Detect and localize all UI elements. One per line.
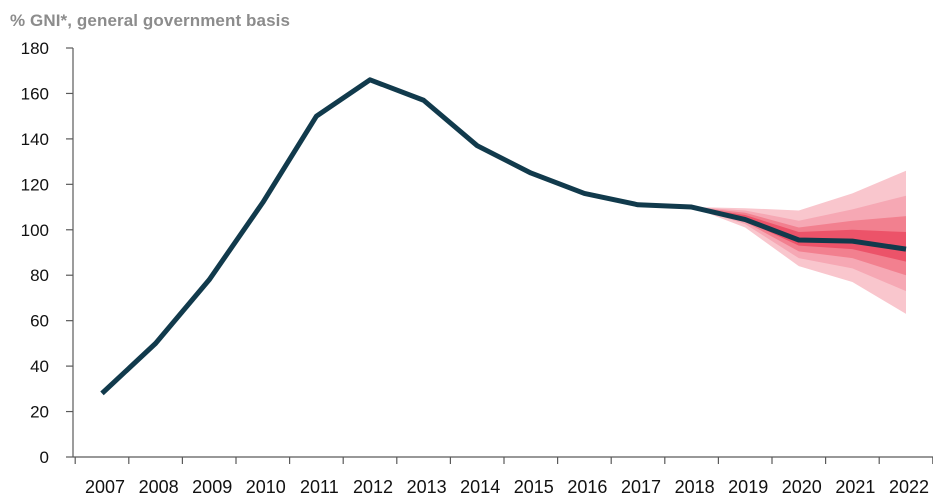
y-tick-label: 0 xyxy=(40,448,49,467)
x-tick-label: 2013 xyxy=(407,477,447,497)
x-tick-label: 2015 xyxy=(514,477,554,497)
x-tick-label: 2011 xyxy=(300,477,339,497)
x-tick-label: 2018 xyxy=(675,477,715,497)
x-tick-label: 2017 xyxy=(621,477,661,497)
y-tick-label: 40 xyxy=(30,357,49,376)
y-tick-label: 100 xyxy=(21,221,49,240)
x-tick-label: 2016 xyxy=(567,477,607,497)
y-tick-label: 80 xyxy=(30,266,49,285)
y-tick-label: 60 xyxy=(30,312,49,331)
y-tick-label: 140 xyxy=(21,130,49,149)
fan-band-4 xyxy=(691,207,906,262)
x-tick-labels: 2007 2008 2009 2010 2011 2012 2013 2014 2015 2016… xyxy=(85,477,929,497)
x-tick-label: 2008 xyxy=(139,477,179,497)
x-tick-label: 2020 xyxy=(782,477,822,497)
y-tick-label: 20 xyxy=(30,403,49,422)
x-tick-label: 2021 xyxy=(835,477,875,497)
x-tick-label: 2014 xyxy=(460,477,500,497)
y-tick-label: 120 xyxy=(21,175,49,194)
x-tick-label: 2009 xyxy=(192,477,232,497)
x-tick-label: 2010 xyxy=(246,477,286,497)
x-tick-label: 2012 xyxy=(353,477,393,497)
x-tick-label: 2022 xyxy=(889,477,929,497)
axes xyxy=(66,47,933,464)
chart-subtitle: % GNI*, general government basis xyxy=(10,11,291,30)
series-line-1 xyxy=(100,77,907,396)
x-tick-label: 2007 xyxy=(85,477,125,497)
y-tick-labels: 0 20 40 60 80 100 120 140 160 180 xyxy=(21,39,49,467)
y-tick-label: 180 xyxy=(21,39,49,58)
x-tick-label: 2019 xyxy=(728,477,768,497)
series-line-group xyxy=(100,77,907,396)
y-tick-label: 160 xyxy=(21,84,49,103)
